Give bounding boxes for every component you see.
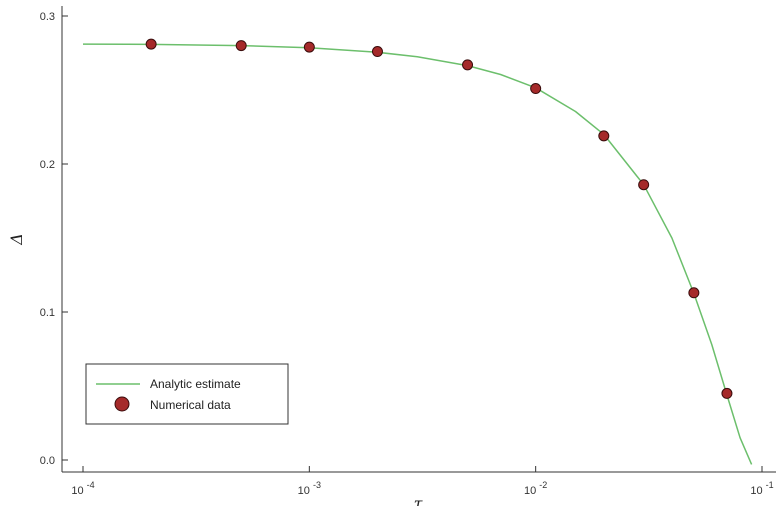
y-tick-label: 0.0 (40, 455, 55, 467)
numerical-data-point (462, 59, 474, 71)
x-tick-exponent: -4 (87, 480, 95, 490)
y-axis-ticks: 0.0 0.1 0.2 0.3 (40, 11, 68, 467)
y-tick-label: 0.2 (40, 159, 55, 171)
legend: Analytic estimate Numerical data (85, 363, 289, 425)
numerical-data-point (688, 287, 700, 299)
x-axis-label: τ (414, 494, 424, 506)
numerical-data-point (638, 179, 650, 191)
numerical-data-point (721, 387, 733, 399)
numerical-data-point (303, 41, 315, 53)
legend-label-numerical: Numerical data (150, 398, 231, 412)
analytic-estimate-line (82, 43, 753, 465)
legend-box (85, 363, 289, 425)
x-tick-exponent: -2 (539, 480, 547, 490)
y-tick-label: 0.3 (40, 11, 55, 23)
y-tick-label: 0.1 (40, 307, 55, 319)
numerical-data-point (145, 38, 157, 50)
series-layer (82, 38, 753, 465)
numerical-data-point (530, 83, 542, 95)
legend-label-analytic: Analytic estimate (150, 377, 241, 391)
x-tick-exponent: -1 (766, 480, 774, 490)
y-axis-label: Δ (7, 233, 26, 246)
numerical-data-point (598, 130, 610, 142)
legend-marker-swatch (114, 396, 130, 412)
numerical-data-point (371, 46, 383, 58)
numerical-data-point (235, 40, 247, 52)
x-tick-exponent: -3 (313, 480, 321, 490)
